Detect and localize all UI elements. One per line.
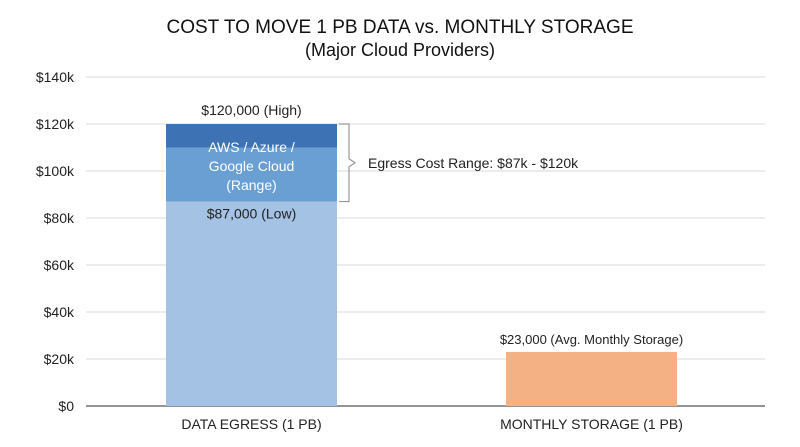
x-tick-label-egress: DATA EGRESS (1 PB) xyxy=(181,416,321,432)
x-tick-label-storage: MONTHLY STORAGE (1 PB) xyxy=(500,416,683,432)
y-tick-label: $40k xyxy=(44,304,75,320)
egress-low-label: $87,000 (Low) xyxy=(207,206,297,222)
bars xyxy=(166,124,677,406)
data-labels: $120,000 (High) AWS / Azure / Google Cloud… xyxy=(201,102,683,347)
egress-high-label: $120,000 (High) xyxy=(201,102,301,118)
y-axis-tick-labels: $0 $20k $40k $60k $80k $100k $120k $140k xyxy=(36,69,75,414)
egress-range-label: (Range) xyxy=(226,177,277,193)
y-tick-label: $20k xyxy=(44,351,75,367)
y-tick-label: $60k xyxy=(44,257,75,273)
egress-range-bar xyxy=(166,147,337,202)
egress-range-label: AWS / Azure / xyxy=(208,139,295,155)
storage-value-label: $23,000 (Avg. Monthly Storage) xyxy=(500,332,683,347)
chart-subtitle: (Major Cloud Providers) xyxy=(305,40,495,60)
y-tick-label: $140k xyxy=(36,69,75,85)
y-tick-label: $100k xyxy=(36,163,75,179)
storage-bar xyxy=(506,351,677,406)
x-axis-tick-labels: DATA EGRESS (1 PB) MONTHLY STORAGE (1 PB) xyxy=(181,416,683,432)
egress-range-bracket xyxy=(339,123,357,203)
egress-low-bar xyxy=(166,201,337,406)
y-tick-label: $0 xyxy=(58,398,74,414)
egress-high-bar xyxy=(166,124,337,148)
chart-title: COST TO MOVE 1 PB DATA vs. MONTHLY STORA… xyxy=(166,17,633,38)
egress-range-annotation: Egress Cost Range: $87k - $120k xyxy=(368,155,579,171)
egress-range-label: Google Cloud xyxy=(209,158,295,174)
y-tick-label: $80k xyxy=(44,210,75,226)
y-tick-label: $120k xyxy=(36,116,75,132)
